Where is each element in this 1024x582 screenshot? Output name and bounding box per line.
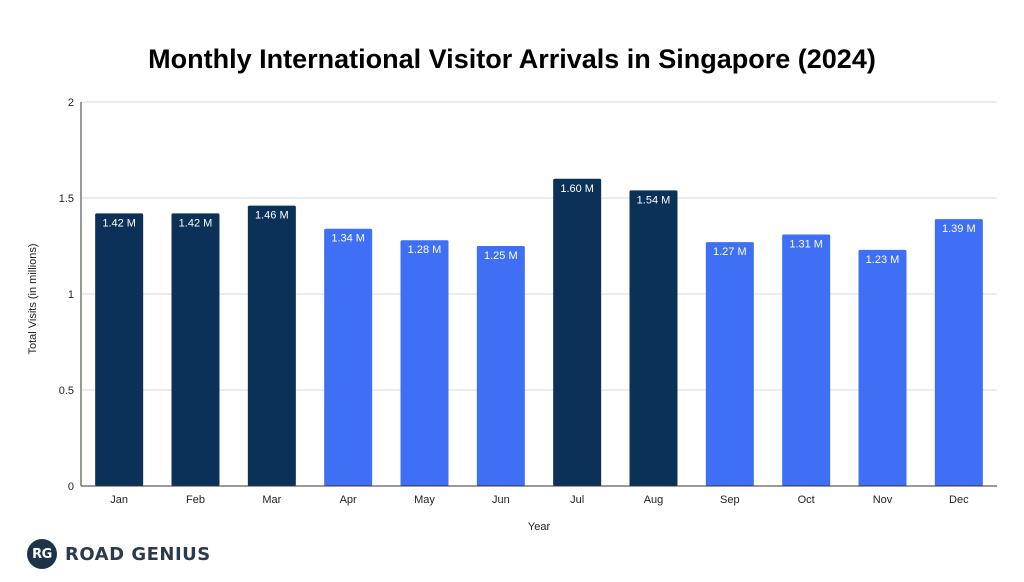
bar-jan <box>95 213 144 487</box>
data-label-jan: 1.42 M <box>102 217 136 229</box>
bar-oct <box>782 234 831 486</box>
data-label-jun: 1.25 M <box>484 250 518 262</box>
data-label-feb: 1.42 M <box>179 217 213 229</box>
data-label-oct: 1.31 M <box>789 238 823 250</box>
bar-mar <box>247 205 296 486</box>
x-tick-label: Nov <box>873 494 893 506</box>
x-tick-label: Dec <box>949 494 969 506</box>
logo-badge-icon: RG <box>27 539 57 569</box>
bar-jun <box>476 246 525 486</box>
chart-title: Monthly International Visitor Arrivals i… <box>148 44 876 74</box>
data-label-jul: 1.60 M <box>560 183 594 195</box>
bar-may <box>400 240 449 486</box>
brand-logo: RG ROAD GENIUS <box>27 538 211 570</box>
y-tick-label: 0 <box>68 481 74 493</box>
x-tick-label: Sep <box>720 494 740 506</box>
y-axis-title: Total Visits (in millions) <box>27 243 39 354</box>
x-tick-label: Jan <box>110 494 128 506</box>
x-tick-label: Aug <box>644 494 664 506</box>
x-tick-label: Jun <box>492 494 510 506</box>
y-tick-label: 1.5 <box>59 193 74 205</box>
data-label-may: 1.28 M <box>408 244 442 256</box>
bar-apr <box>324 228 373 486</box>
bar-sep <box>705 242 754 486</box>
x-tick-label: Oct <box>798 494 815 506</box>
y-tick-label: 2 <box>68 97 74 109</box>
bar-jul <box>553 178 602 487</box>
x-tick-label: Mar <box>262 494 281 506</box>
data-label-mar: 1.46 M <box>255 210 289 222</box>
bar-nov <box>858 249 907 486</box>
x-axis-title: Year <box>528 521 551 533</box>
axes: 0 0.5 1 1.5 2 Jan Feb Mar Apr May Jun Jul Aug Sep Oct N… <box>59 97 997 506</box>
data-label-apr: 1.34 M <box>331 233 365 245</box>
grid-lines <box>81 101 997 391</box>
data-label-nov: 1.23 M <box>866 254 900 266</box>
data-label-sep: 1.27 M <box>713 246 747 258</box>
y-tick-label: 1 <box>68 289 74 301</box>
data-label-aug: 1.54 M <box>637 194 671 206</box>
bar-feb <box>171 213 220 487</box>
data-label-dec: 1.39 M <box>942 223 976 235</box>
bars: 1.42 M 1.42 M 1.46 M 1.34 M 1.28 M 1.25 M 1.60… <box>95 178 983 487</box>
x-tick-label: Feb <box>186 494 205 506</box>
x-tick-label: May <box>414 494 435 506</box>
bar-dec <box>934 219 983 486</box>
x-tick-label: Jul <box>570 494 584 506</box>
bar-aug <box>629 190 678 486</box>
y-tick-label: 0.5 <box>59 385 74 397</box>
logo-text: ROAD GENIUS <box>65 543 211 565</box>
x-tick-label: Apr <box>340 494 357 506</box>
